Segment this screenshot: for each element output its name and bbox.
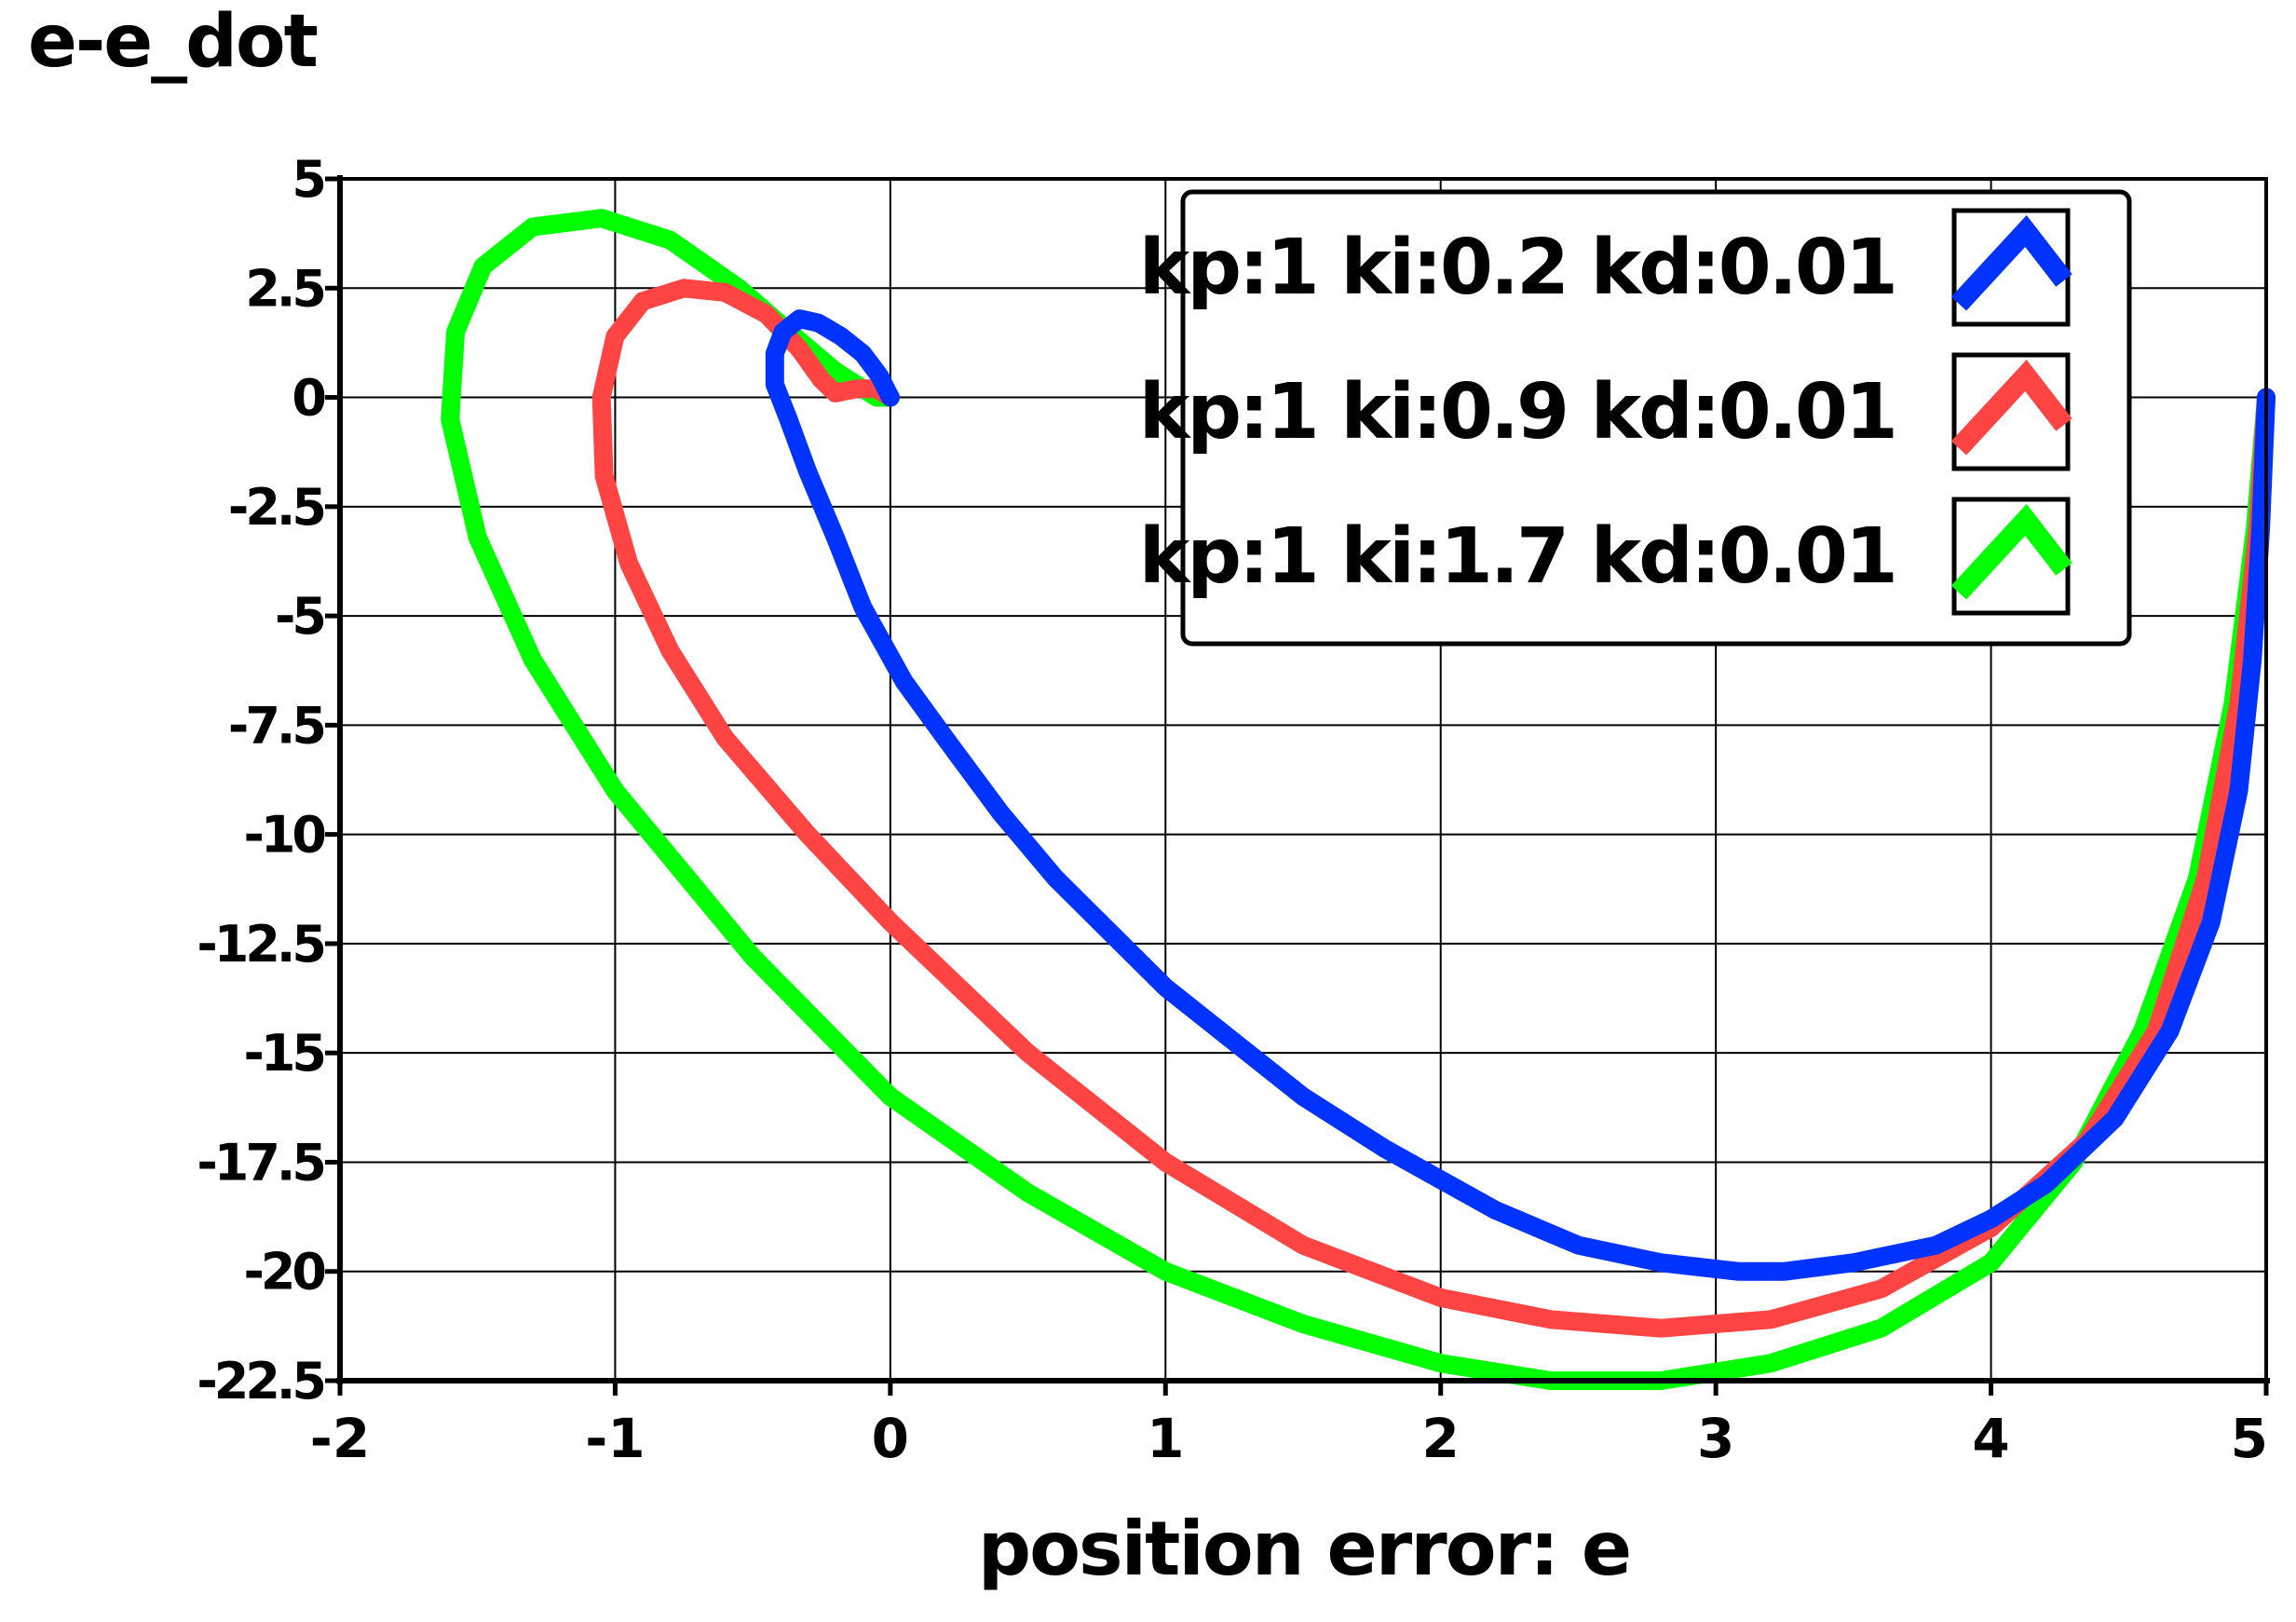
y-tick-label-7: -12.5 — [197, 915, 323, 974]
x-axis-label: position error: e — [978, 1506, 1630, 1592]
y-tick-label-8: -15 — [243, 1024, 323, 1083]
legend-swatch-line-3 — [1950, 503, 2072, 600]
legend-entry-1: kp:1 ki:0.2 kd:0.01 — [1139, 224, 1895, 312]
legend-swatch-line-2 — [1950, 359, 2072, 456]
y-tick-label-0: 5 — [292, 150, 323, 209]
y-tick-label-9: -17.5 — [197, 1133, 323, 1192]
axes-layer — [336, 175, 2270, 1384]
x-tick-label-1: -1 — [585, 1407, 645, 1470]
y-tick-label-10: -20 — [243, 1243, 324, 1302]
y-tick-label-1: 2.5 — [245, 259, 323, 318]
series-layer — [441, 209, 2276, 1390]
legend-box — [1180, 189, 2132, 647]
x-tick-label-5: 3 — [1697, 1407, 1734, 1470]
legend-entry-3: kp:1 ki:1.7 kd:0.01 — [1139, 512, 1895, 601]
y-tick-label-11: -22.5 — [197, 1352, 323, 1411]
y-tick-labels: 5 2.5 0 -2.5 -5 -7.5 -10 -12.5 -15 -17.5 -20 -22.5 — [197, 150, 340, 1411]
legend-swatch-line-1 — [1950, 214, 2072, 311]
x-tick-label-4: 2 — [1422, 1407, 1460, 1470]
x-tick-label-2: 0 — [872, 1407, 909, 1470]
chart-title: e-e_dot — [28, 0, 319, 84]
x-tick-label-3: 1 — [1147, 1407, 1184, 1470]
y-tick-label-4: -5 — [275, 587, 323, 646]
x-tick-labels: -2 -1 0 1 2 3 4 5 — [310, 1381, 2269, 1470]
x-tick-label-0: -2 — [310, 1407, 370, 1470]
y-tick-label-3: -2.5 — [228, 478, 323, 537]
x-tick-label-6: 4 — [1972, 1407, 2009, 1470]
x-tick-label-7: 5 — [2231, 1407, 2268, 1470]
series-line-1 — [765, 309, 2276, 1281]
y-tick-label-5: -7.5 — [228, 696, 323, 755]
legend-entry-2: kp:1 ki:0.9 kd:0.01 — [1139, 368, 1895, 457]
legend: kp:1 ki:0.2 kd:0.01 kp:1 ki:0.9 kd:0.01 … — [1139, 189, 2132, 647]
y-tick-label-6: -10 — [243, 806, 324, 865]
y-tick-label-2: 0 — [292, 369, 324, 428]
